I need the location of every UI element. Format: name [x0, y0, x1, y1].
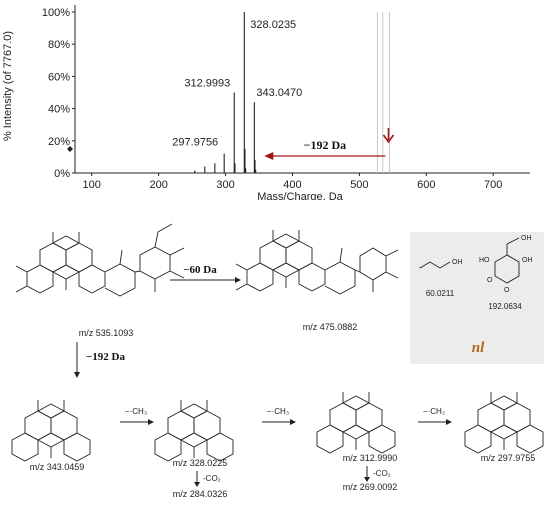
nl-mass-60: 60.0211	[426, 289, 455, 298]
parent-mz-label: m/z 535.1093	[79, 328, 134, 338]
x-ticks: 100 200 300 400 500 600 700	[83, 173, 502, 191]
co2-loss-label-1: -CO₂	[203, 474, 221, 483]
fragment-313-mz: m/z 312.9990	[343, 453, 398, 463]
methyl-loss-arrow-1-head	[148, 419, 154, 425]
nl-panel-title: nl	[472, 340, 485, 356]
glycolaldehyde-structure: OH	[419, 259, 463, 269]
fragment-343-structure	[11, 399, 91, 462]
fragment-298-structure	[464, 391, 544, 454]
peak-label-4: 312.9993	[184, 78, 230, 90]
peak-label-9: 343.0470	[256, 87, 302, 99]
loss60-product-mz-label: m/z 475.0882	[303, 322, 358, 332]
y-axis-title: % Intensity (of 7767.0)	[2, 31, 14, 141]
sugar-structure: HO OH OH O O	[479, 235, 533, 294]
y-tick-label-1: 20%	[48, 136, 70, 148]
y-tick-label-0: 0%	[54, 168, 70, 180]
fragment-328-structure	[154, 399, 234, 462]
fragment-298-mz: m/z 297.9755	[481, 453, 536, 463]
loss60-label: −60 Da	[183, 264, 217, 276]
glycolaldehyde-atom-oh: OH	[452, 259, 463, 266]
methyl-loss-label-3: −·CH₃	[423, 407, 445, 416]
x-tick-label-3: 400	[283, 179, 301, 191]
y-ticks: 0% 20% 40% 60% 80% 100%	[42, 7, 75, 180]
x-tick-label-5: 600	[417, 179, 435, 191]
y-tick-label-5: 100%	[42, 7, 70, 19]
loss-arrow-head	[264, 152, 274, 160]
sugar-atom-o-keto: O	[487, 277, 493, 284]
loss60-product-structure	[235, 229, 399, 295]
x-tick-label-1: 200	[149, 179, 167, 191]
fragment-343-mz: m/z 343.0459	[30, 462, 85, 472]
y-tick-label-2: 40%	[48, 104, 70, 116]
methyl-loss-label-2: −·CH₃	[267, 407, 289, 416]
co2-arrow-1-head	[194, 482, 200, 487]
co2-arrow-2-head	[364, 477, 370, 482]
x-tick-label-2: 300	[216, 179, 234, 191]
x-tick-label-6: 700	[484, 179, 502, 191]
peak-label-6: 328.0235	[250, 19, 296, 31]
sugar-atom-oh-2: OH	[522, 257, 533, 264]
co2-loss-label-2: -CO₂	[373, 469, 391, 478]
mass-spectrum-chart: 0% 20% 40% 60% 80% 100% 100 200 300 400 500 600 700…	[2, 5, 530, 200]
x-tick-label-0: 100	[83, 179, 101, 191]
methyl-loss-label-1: −·CH₃	[125, 407, 147, 416]
nl-mass-192: 192.0634	[488, 302, 522, 311]
down-arrow-icon	[382, 128, 395, 144]
methyl-loss-arrow-3-head	[446, 419, 452, 425]
sugar-atom-o-ring: O	[504, 287, 510, 294]
x-axis-title: Mass/Charge, Da	[257, 191, 343, 200]
y-tick-label-4: 80%	[48, 39, 70, 51]
loss60-arrow-head	[235, 277, 241, 283]
neutral-loss-panel	[410, 232, 544, 364]
fragment-284-mz: m/z 284.0326	[173, 489, 228, 499]
diamond-marker	[67, 146, 73, 152]
loss192-label: −192 Da	[86, 351, 125, 363]
parent-structure	[15, 223, 185, 297]
loss-annotation-label: −192 Da	[304, 138, 347, 152]
loss192-arrow-head	[74, 372, 80, 378]
sugar-atom-oh-1: OH	[521, 235, 532, 242]
x-tick-label-4: 500	[350, 179, 368, 191]
peaks	[194, 12, 390, 173]
peak-labels: 297.9756 312.9993 328.0235 343.0470	[172, 19, 302, 149]
y-tick-label-3: 60%	[48, 71, 70, 83]
fragment-313-structure	[316, 391, 396, 454]
fragment-328-mz: m/z 328.0225	[173, 458, 228, 468]
peak-label-3: 297.9756	[172, 137, 218, 149]
fragment-269-mz: m/z 269.0092	[343, 482, 398, 492]
methyl-loss-arrow-2-head	[290, 419, 296, 425]
sugar-atom-ho: HO	[479, 257, 490, 264]
